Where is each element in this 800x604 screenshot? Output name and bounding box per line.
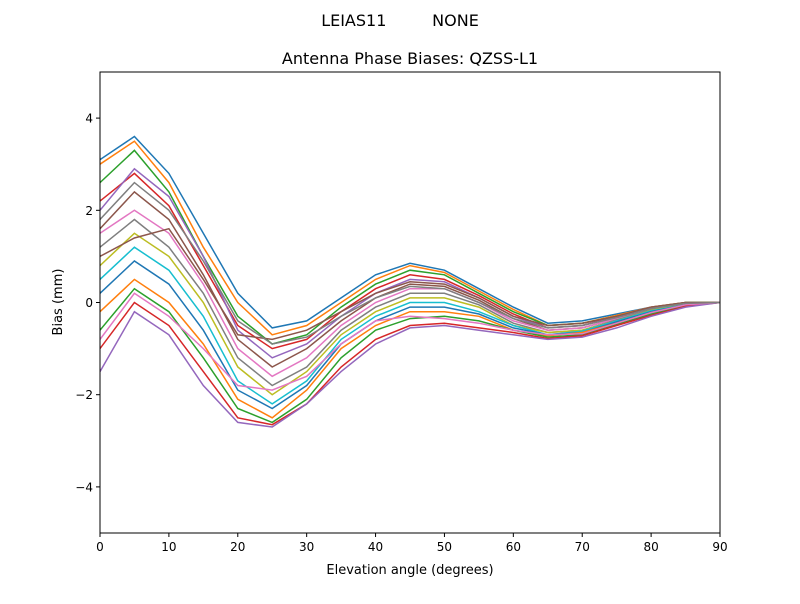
- y-tick-label: 4: [85, 112, 93, 126]
- series-line-1: [100, 135, 720, 329]
- x-tick-label: 0: [96, 540, 104, 554]
- y-axis: −4 −2 0 2 4: [75, 112, 100, 494]
- x-tick-label: 80: [643, 540, 658, 554]
- chart-title: Antenna Phase Biases: QZSS-L1: [282, 49, 538, 68]
- series-line-2: [100, 140, 720, 336]
- series-line-16: [100, 227, 720, 341]
- y-tick-label: −2: [75, 388, 93, 402]
- series-line-17: [100, 292, 720, 391]
- x-tick-label: 40: [368, 540, 383, 554]
- series-line-18: [100, 181, 720, 345]
- y-tick-label: 0: [85, 296, 93, 310]
- x-tick-label: 20: [230, 540, 245, 554]
- x-tick-label: 60: [506, 540, 521, 554]
- series-line-11: [100, 260, 720, 410]
- series-line-8: [100, 218, 720, 387]
- x-tick-label: 10: [161, 540, 176, 554]
- x-axis: 0 10 20 30 40 50 60 70 80 90: [96, 533, 728, 554]
- x-tick-label: 70: [575, 540, 590, 554]
- series-line-7: [100, 209, 720, 378]
- y-axis-label: Bias (mm): [51, 269, 66, 336]
- series-lines: [100, 135, 720, 428]
- x-tick-label: 90: [712, 540, 727, 554]
- x-tick-label: 30: [299, 540, 314, 554]
- series-line-10: [100, 246, 720, 405]
- series-line-15: [100, 301, 720, 428]
- y-tick-label: −4: [75, 480, 93, 494]
- x-tick-label: 50: [437, 540, 452, 554]
- suptitle: LEIAS11 NONE: [321, 11, 479, 30]
- x-axis-label: Elevation angle (degrees): [326, 563, 493, 578]
- series-line-14: [100, 301, 720, 426]
- y-tick-label: 2: [85, 204, 93, 218]
- series-line-13: [100, 287, 720, 424]
